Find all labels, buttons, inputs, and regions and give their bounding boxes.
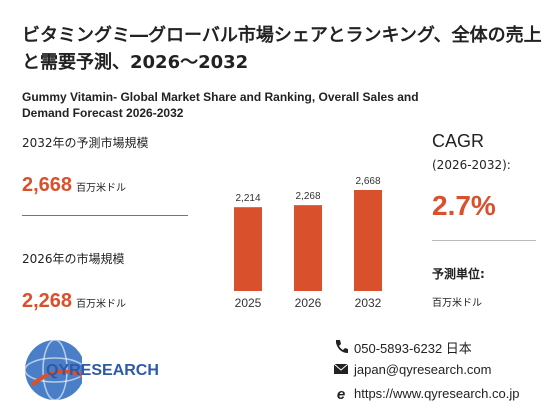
metric-value: 2,668 百万米ドル	[22, 174, 126, 197]
contact-icons: e	[333, 340, 349, 403]
x-tick-label: 2026	[295, 296, 322, 310]
unit-label: 予測単位:	[432, 267, 485, 281]
divider	[22, 215, 188, 216]
contact-email: japan@qyresearch.com	[354, 362, 492, 377]
title: ビタミングミ―グローバル市場シェアとランキング、全体の売上と需要予測、2026～…	[22, 25, 542, 73]
bar	[234, 207, 262, 291]
svg-text:e: e	[337, 386, 345, 403]
divider	[432, 240, 536, 241]
contact-web: https://www.qyresearch.co.jp	[354, 386, 520, 401]
metric-unit: 百万米ドル	[76, 183, 127, 194]
cagr-title: CAGR	[432, 131, 485, 151]
metric-value: 2,268 百万米ドル	[22, 290, 126, 313]
logo-text: QYRESEARCH	[46, 362, 159, 379]
metric-unit: 百万米ドル	[76, 299, 127, 310]
unit: 百万米ドル	[432, 298, 482, 309]
metric-number: 2,668	[22, 174, 73, 196]
value-label: 2,668	[355, 176, 380, 187]
metric-label: 2032年の予測市場規模	[22, 136, 149, 150]
logo-globe	[24, 339, 82, 401]
value-label: 2,268	[295, 191, 320, 202]
value-label: 2,214	[235, 193, 260, 204]
bar	[354, 190, 382, 291]
cagr-period: (2026-2032):	[432, 158, 511, 172]
metric-number: 2,268	[22, 290, 73, 312]
subtitle: Gummy Vitamin- Global Market Share and R…	[22, 90, 419, 120]
x-tick-label: 2032	[355, 296, 382, 310]
contact-phone: 050-5893-6232 日本	[354, 341, 472, 356]
metric-label: 2026年の市場規模	[22, 252, 125, 266]
x-tick-label: 2025	[235, 296, 262, 310]
bar	[294, 205, 322, 291]
chart: 2,214 2025 2,268 2026 2,668 2032	[234, 176, 382, 310]
cagr-value: 2.7%	[432, 190, 496, 221]
